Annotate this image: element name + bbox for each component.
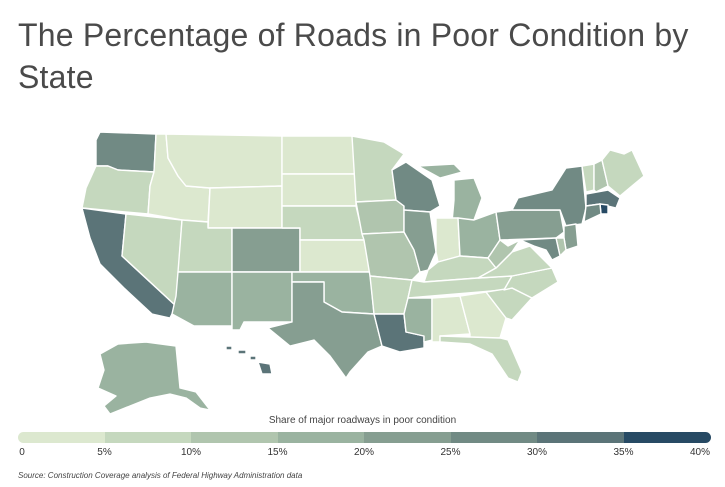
legend-tick-label: 40%: [689, 447, 711, 458]
state-sd[interactable]: [281, 173, 357, 207]
state-or[interactable]: [81, 165, 155, 215]
legend-title: Share of major roadways in poor conditio…: [268, 415, 457, 426]
legend-swatch: [191, 432, 278, 443]
state-nm[interactable]: [231, 271, 293, 331]
state-nj[interactable]: [563, 223, 579, 251]
chart-title: The Percentage of Roads in Poor Conditio…: [18, 17, 689, 95]
state-pa[interactable]: [495, 209, 565, 241]
state-ny[interactable]: [511, 165, 587, 227]
state-az[interactable]: [171, 271, 233, 327]
legend-swatch: [104, 432, 192, 443]
legend-swatch: [623, 432, 711, 443]
state-nh[interactable]: [593, 159, 609, 193]
state-hi[interactable]: [225, 345, 273, 375]
state-ut[interactable]: [177, 219, 233, 273]
legend-tick-label: 30%: [526, 447, 548, 458]
state-tx[interactable]: [267, 281, 383, 379]
state-ks[interactable]: [299, 239, 371, 273]
legend-tick-label: 15%: [267, 447, 288, 458]
legend-tick-label: 0: [19, 447, 25, 458]
legend-swatch: [18, 432, 105, 443]
state-ct[interactable]: [583, 203, 602, 223]
legend-tick-label: 25%: [440, 447, 461, 458]
state-wv[interactable]: [487, 239, 521, 269]
legend-swatch: [364, 432, 451, 443]
state-fl[interactable]: [439, 335, 523, 383]
legend-tick-label: 5%: [97, 447, 112, 458]
state-ak[interactable]: [97, 341, 211, 415]
state-ia[interactable]: [355, 199, 405, 235]
state-wy[interactable]: [207, 185, 283, 229]
legend-swatch: [537, 432, 624, 443]
state-me[interactable]: [601, 149, 645, 197]
legend-tick-label: 10%: [180, 447, 202, 458]
legend-swatch: [450, 432, 538, 443]
state-co[interactable]: [231, 227, 301, 273]
state-in[interactable]: [435, 217, 461, 263]
state-nd[interactable]: [281, 135, 357, 175]
state-il[interactable]: [403, 209, 437, 273]
legend-swatch: [277, 432, 365, 443]
color-legend-bar: [18, 432, 711, 443]
state-mt[interactable]: [165, 133, 283, 189]
legend-tick-label: 20%: [353, 447, 375, 458]
legend-tick-label: 35%: [613, 447, 634, 458]
source-note: Source: Construction Coverage analysis o…: [18, 471, 303, 480]
state-md[interactable]: [519, 237, 561, 261]
